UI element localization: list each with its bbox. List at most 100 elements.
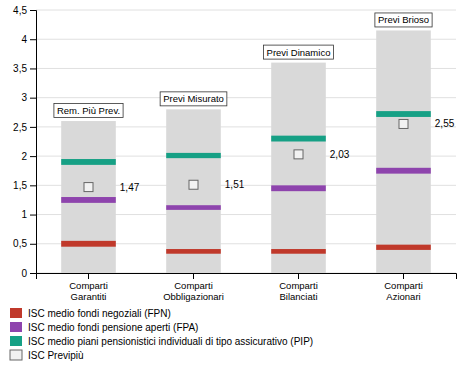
legend-swatch [10,336,22,346]
y-tick-mark [30,10,36,11]
y-tick-mark [30,273,36,274]
annotation-box [375,13,432,27]
chart-container: 1,471,512,032,55Rem. Più Prev.Previ Misu… [0,0,468,373]
y-tick: 0 [21,268,36,279]
y-tick: 4,5 [13,5,36,16]
legend-item: ISC medio piani pensionistici individual… [10,336,313,347]
y-tick-label: 0 [21,268,27,279]
y-tick: 1 [21,209,36,220]
x-tick-label: CompartiBilanciati [279,280,318,302]
x-axis-line [37,274,457,280]
stripe [271,249,326,254]
annotation: Rem. Più Prev. [54,104,123,118]
stripe [271,185,326,191]
x-tick-mark [88,273,89,279]
stripe [61,197,116,203]
stripe [166,153,221,158]
y-tick-label: 4 [21,34,27,45]
legend-swatch [10,350,22,360]
marker [189,180,198,189]
series-1 [61,241,431,254]
x-tick: CompartiAzionari [384,273,423,302]
stripe [61,241,116,247]
y-tick-label: 1 [21,209,27,220]
grid-line [36,10,456,11]
annotation-text: Previ Misurato [163,93,224,104]
series-2 [61,168,431,210]
annotation-text: Previ Dinamico [267,47,331,58]
x-tick-label-line: Comparti [174,280,213,291]
legend-label: ISC medio fondi negoziali (FPN) [28,308,171,319]
x-tick-label-line: Obbligazionari [163,291,224,302]
series-3 [61,111,431,165]
legend: ISC medio fondi negoziali (FPN) ISC medio… [10,308,313,361]
bar [376,30,431,273]
bar [61,121,116,273]
grid [36,10,456,273]
y-tick-label: 1,5 [13,180,27,191]
legend-item: ISC medio fondi pensione aperti (FPA) [10,322,198,333]
data-label: 1,47 [120,182,140,193]
x-tick-label-line: Azionari [386,291,420,302]
y-tick-mark [30,156,36,157]
legend-swatch [10,322,22,332]
annotation: Previ Misurato [160,92,227,106]
bar [166,109,221,273]
y-tick-label: 4,5 [13,5,27,16]
stripe [271,136,326,142]
y-tick-label: 2 [21,151,27,162]
y-tick: 4 [21,34,36,45]
data-label: 1,51 [225,179,245,190]
y-tick-mark [30,39,36,40]
bar [271,63,326,273]
stripe [376,245,431,250]
labels: 1,47 1,51 2,03 2,55 [120,118,455,192]
stripe [166,249,221,254]
data-label: 2,55 [435,118,455,129]
y-tick: 0,5 [13,238,36,249]
legend-label: ISC medio piani pensionistici individual… [28,336,313,347]
x-tick-mark [403,273,404,279]
legend-label: ISC medio fondi pensione aperti (FPA) [28,322,198,333]
y-tick: 3 [21,92,36,103]
y-tick-label: 3,5 [13,63,27,74]
data-label: 2,03 [330,149,350,160]
y-tick-mark [30,98,36,99]
y-tick-label: 2,5 [13,122,27,133]
x-tick-label-line: Comparti [69,280,108,291]
y-tick-mark [30,68,36,69]
legend-item: ISC medio fondi negoziali (FPN) [10,308,171,319]
annotations: Rem. Più Prev. Previ Misurato Previ Dinami… [54,13,432,118]
chart: 1,471,512,032,55Rem. Più Prev.Previ Misu… [0,0,468,373]
y-tick-label: 0,5 [13,238,27,249]
x-tick-label: CompartiAzionari [384,280,423,302]
y-tick-label: 3 [21,92,27,103]
x-tick-label-line: Garantiti [71,291,107,302]
y-tick: 3,5 [13,63,36,74]
y-axis-line [30,11,37,274]
annotation: Previ Dinamico [264,45,334,59]
y-axis: 0 0,5 1 1,5 2 2,5 3 3,5 4 4,5 [13,5,36,279]
x-tick-label-line: Comparti [384,280,423,291]
marker [399,119,408,128]
x-tick-label: CompartiObbligazionari [163,280,224,302]
series-4 [84,119,408,191]
legend-item: ISC Previpiù [10,350,84,361]
x-tick-label-line: Bilanciati [279,291,317,302]
stripe [376,111,431,117]
y-tick-mark [30,185,36,186]
legend-label: ISC Previpiù [28,350,84,361]
marker [84,183,93,192]
x-tick-mark [193,273,194,279]
x-tick: CompartiGarantiti [69,273,108,302]
stripe [166,205,221,210]
y-tick-mark [30,244,36,245]
x-tick: CompartiObbligazionari [163,273,224,302]
stripe [61,159,116,165]
marks [61,30,431,273]
annotation: Previ Brioso [375,13,432,27]
x-tick-label-line: Comparti [279,280,318,291]
y-tick: 2,5 [13,122,36,133]
annotation-text: Previ Brioso [378,14,429,25]
x-tick-mark [298,273,299,279]
